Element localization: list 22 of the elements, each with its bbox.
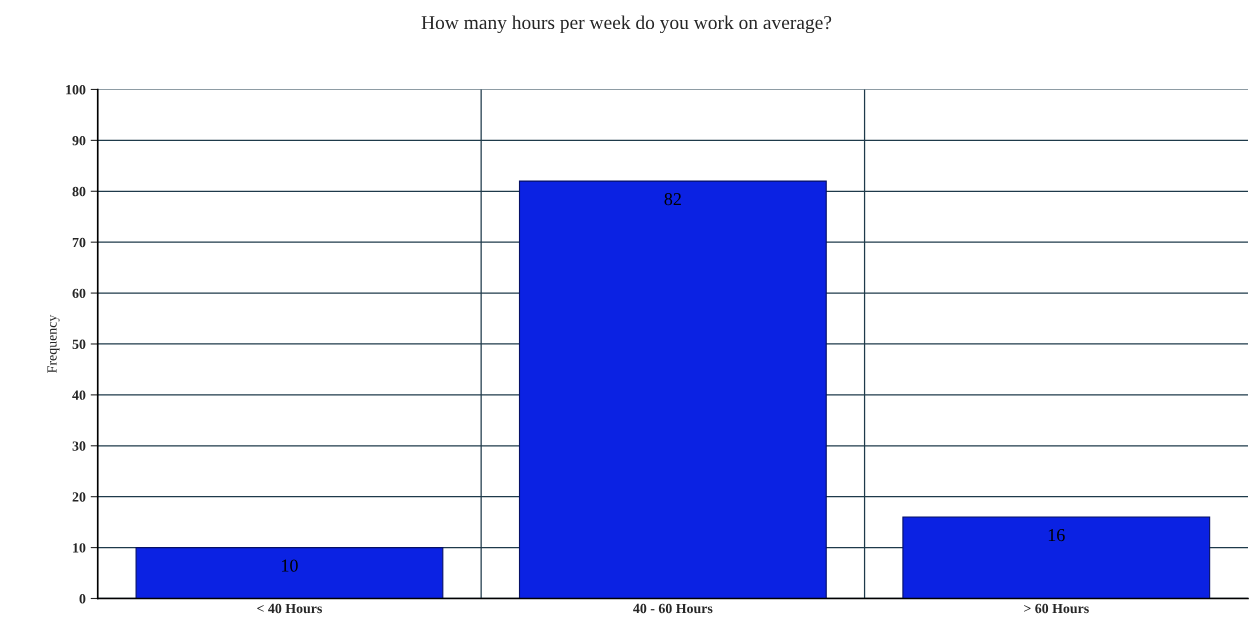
y-tick-label: 50 xyxy=(72,339,86,349)
y-tick-label: 0 xyxy=(79,594,86,604)
bar xyxy=(518,180,827,599)
x-tick-label: < 40 Hours xyxy=(257,603,322,614)
chart-title: How many hours per week do you work on average? xyxy=(421,15,832,34)
data-label: 82 xyxy=(664,193,681,206)
y-tick-label: 80 xyxy=(72,186,86,197)
bar xyxy=(135,547,444,599)
y-tick-label: 90 xyxy=(72,135,86,146)
y-tick-label: 60 xyxy=(72,288,86,299)
y-tick-label: 100 xyxy=(66,85,86,95)
y-tick-label: 70 xyxy=(72,237,86,248)
data-label: 10 xyxy=(282,559,298,572)
x-tick-label: 40 - 60 Hours xyxy=(633,603,713,614)
bar xyxy=(902,516,1211,599)
data-label: 16 xyxy=(1048,529,1065,542)
y-axis-title: Frequency xyxy=(47,314,60,373)
x-tick-label: > 60 Hours xyxy=(1024,603,1089,614)
y-tick-label: 30 xyxy=(72,441,86,451)
y-tick-label: 40 xyxy=(72,390,86,400)
y-tick-label: 10 xyxy=(73,543,86,553)
y-tick-label: 20 xyxy=(72,492,86,502)
